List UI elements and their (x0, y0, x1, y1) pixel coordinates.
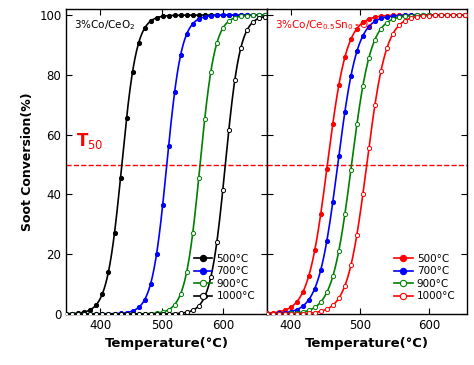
Y-axis label: Soot Conversion(%): Soot Conversion(%) (21, 92, 34, 231)
Legend: 500°C, 700°C, 900°C, 1000°C: 500°C, 700°C, 900°C, 1000°C (390, 250, 460, 306)
Text: T$_{50}$: T$_{50}$ (76, 131, 104, 151)
X-axis label: Temperature(°C): Temperature(°C) (305, 337, 429, 350)
Text: 3%Co/CeO$_2$: 3%Co/CeO$_2$ (74, 18, 136, 32)
X-axis label: Temperature(°C): Temperature(°C) (104, 337, 228, 350)
Text: 3%Co/Ce$_{0.5}$Sn$_{0.5}$O$_2$: 3%Co/Ce$_{0.5}$Sn$_{0.5}$O$_2$ (274, 18, 373, 32)
Legend: 500°C, 700°C, 900°C, 1000°C: 500°C, 700°C, 900°C, 1000°C (190, 250, 259, 306)
